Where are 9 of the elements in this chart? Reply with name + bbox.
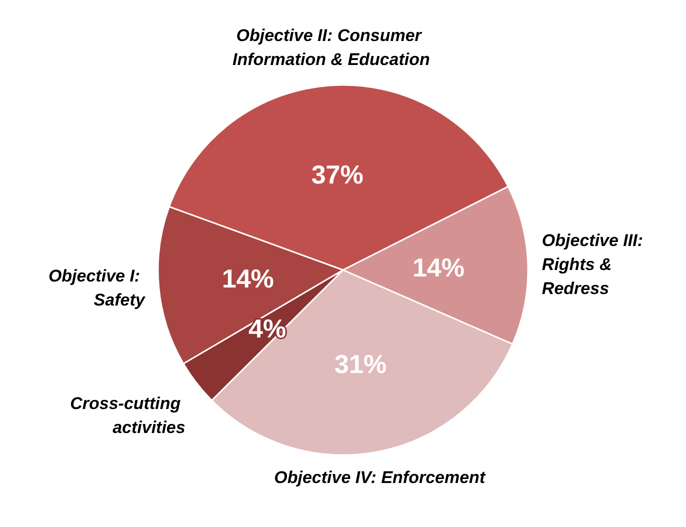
slice-label: Objective IV: Enforcement — [274, 468, 486, 488]
slice-label: Objective II: Consumer Information & Education — [232, 26, 430, 69]
data-label: 14% — [412, 252, 464, 282]
slice-label: Objective III: Rights & Redress — [542, 230, 648, 298]
slice-label: Objective I: Safety — [48, 266, 146, 310]
data-label: 37% — [311, 160, 364, 190]
data-label: 31% — [334, 348, 387, 379]
slice-label: Cross-cutting activities — [70, 394, 186, 437]
data-label: 14% — [222, 264, 274, 294]
